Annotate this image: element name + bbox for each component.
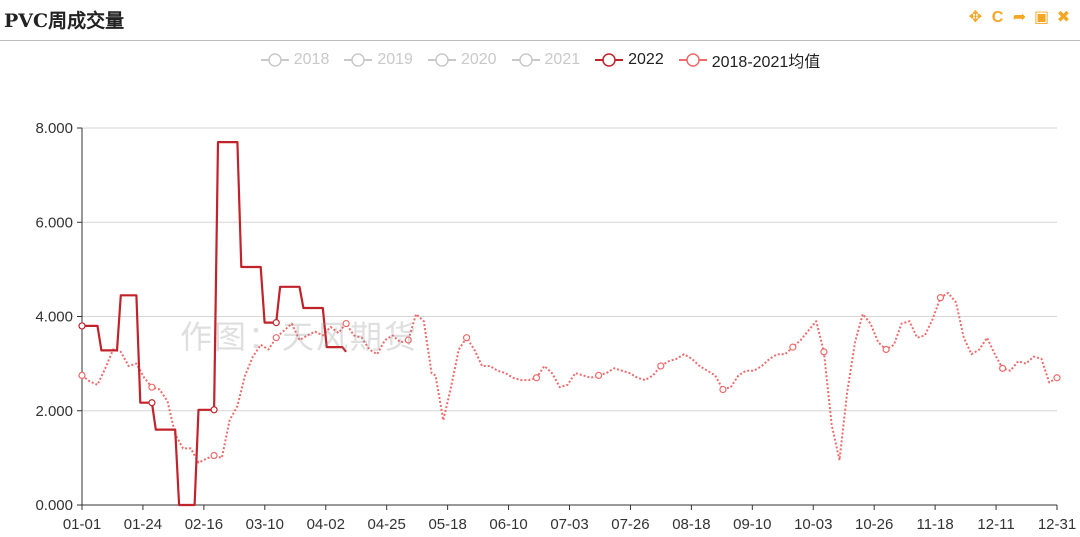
data-point bbox=[272, 319, 280, 327]
x-tick-label: 11-18 bbox=[916, 516, 953, 533]
share-icon[interactable]: ➦ bbox=[1012, 9, 1027, 26]
close-icon[interactable]: ✖ bbox=[1056, 9, 1071, 26]
chart-title: PVC周成交量 bbox=[4, 10, 125, 32]
x-tick-label: 10-03 bbox=[794, 516, 832, 533]
data-point bbox=[936, 294, 945, 302]
y-tick-label: 4.000 bbox=[35, 309, 73, 326]
data-point bbox=[272, 334, 280, 342]
x-tick-label: 01-01 bbox=[63, 516, 101, 533]
header-divider bbox=[0, 40, 1080, 41]
chart-toolbar: ✥ C ➦ ▣ ✖ bbox=[967, 9, 1072, 26]
legend-label: 2018 bbox=[293, 51, 330, 68]
x-tick-label: 09-10 bbox=[733, 516, 771, 533]
data-point bbox=[595, 371, 603, 380]
x-tick-label: 08-18 bbox=[672, 516, 710, 533]
x-tick-label: 04-25 bbox=[368, 516, 406, 533]
move-icon[interactable]: ✥ bbox=[968, 9, 983, 26]
legend-label: 2020 bbox=[460, 51, 497, 68]
legend-item-0[interactable]: 2018 bbox=[260, 48, 330, 72]
data-point bbox=[78, 371, 86, 380]
legend-marker-icon bbox=[260, 53, 289, 67]
legend-marker-icon bbox=[344, 53, 373, 67]
x-tick-label: 02-16 bbox=[185, 516, 223, 533]
legend-marker-icon bbox=[427, 53, 456, 67]
x-tick-label: 12-31 bbox=[1038, 516, 1076, 533]
legend-marker-icon bbox=[595, 53, 624, 67]
x-tick-label: 06-10 bbox=[489, 516, 527, 533]
data-point bbox=[148, 399, 156, 407]
x-tick-label: 03-10 bbox=[246, 516, 284, 533]
legend-item-2[interactable]: 2020 bbox=[427, 48, 497, 72]
data-point bbox=[999, 364, 1007, 372]
legend-label: 2021 bbox=[544, 51, 581, 68]
chart-legend: 2018 2019 2020 2021 2022 2018-2021均值 bbox=[0, 48, 1080, 72]
x-tick-label: 12-11 bbox=[977, 516, 1014, 533]
data-point bbox=[719, 385, 727, 394]
series-line-2022 bbox=[82, 141, 347, 507]
legend-label: 2018-2021均值 bbox=[711, 54, 821, 71]
x-tick-label: 10-26 bbox=[855, 516, 893, 533]
legend-item-5[interactable]: 2018-2021均值 bbox=[678, 48, 821, 72]
legend-marker-icon bbox=[678, 53, 707, 67]
x-tick-label: 04-02 bbox=[307, 516, 345, 533]
x-tick-label: 07-26 bbox=[611, 516, 649, 533]
data-point bbox=[1053, 374, 1061, 382]
legend-label: 2022 bbox=[628, 51, 664, 68]
refresh-icon[interactable]: C bbox=[991, 9, 1004, 26]
y-tick-label: 8.000 bbox=[35, 120, 73, 137]
y-tick-label: 0.000 bbox=[35, 497, 73, 514]
data-point bbox=[789, 343, 797, 351]
legend-item-1[interactable]: 2019 bbox=[343, 48, 413, 72]
data-point bbox=[657, 362, 665, 370]
data-point bbox=[342, 319, 350, 328]
data-point bbox=[78, 322, 86, 330]
data-point bbox=[210, 451, 218, 460]
y-tick-label: 2.000 bbox=[35, 403, 73, 420]
x-tick-label: 01-24 bbox=[124, 516, 162, 533]
x-tick-label: 05-18 bbox=[428, 516, 466, 533]
series-line-average bbox=[81, 291, 1058, 464]
legend-item-3[interactable]: 2021 bbox=[511, 48, 581, 72]
legend-item-4[interactable]: 2022 bbox=[594, 48, 664, 72]
data-point bbox=[462, 334, 471, 342]
data-point bbox=[820, 348, 828, 356]
y-tick-label: 6.000 bbox=[35, 214, 73, 231]
x-tick-label: 07-03 bbox=[550, 516, 588, 533]
data-point bbox=[148, 383, 156, 391]
legend-label: 2019 bbox=[377, 51, 413, 68]
save-image-icon[interactable]: ▣ bbox=[1033, 9, 1050, 26]
data-point bbox=[882, 345, 890, 354]
legend-marker-icon bbox=[511, 53, 540, 67]
data-point bbox=[210, 406, 218, 414]
data-point bbox=[532, 374, 541, 382]
data-point bbox=[404, 336, 412, 344]
